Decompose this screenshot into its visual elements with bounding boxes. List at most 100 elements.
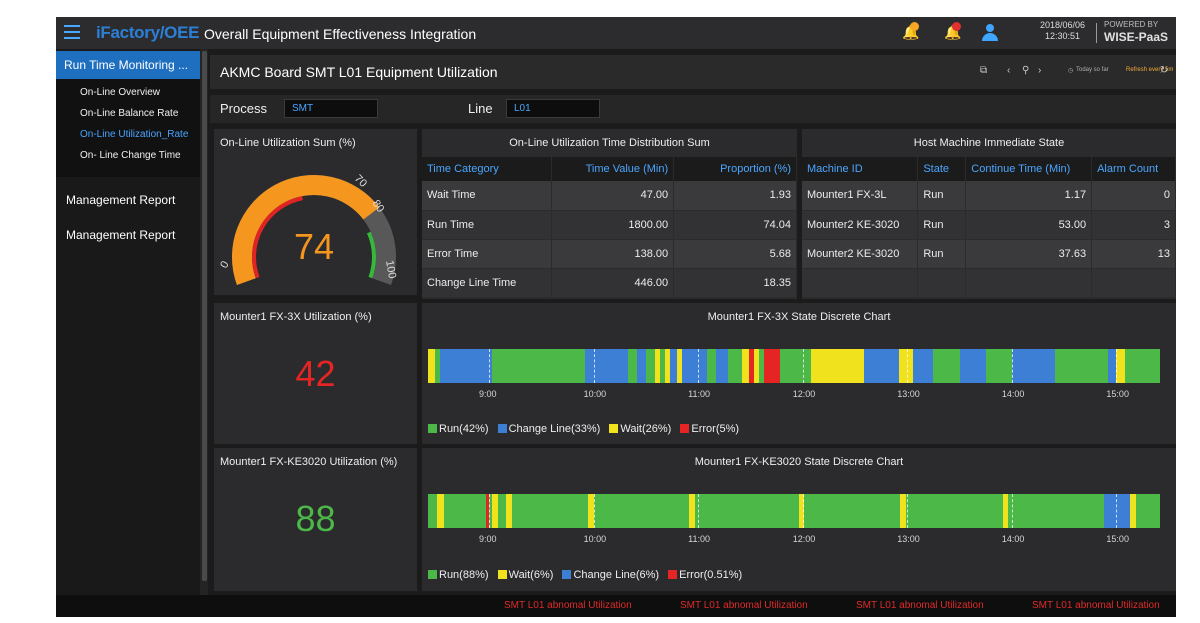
refresh-interval-label[interactable]: Refresh every 5m [1126,67,1174,73]
gridline [1116,494,1118,528]
m1-utilization-title: Mounter1 FX-3X Utilization (%) [220,311,372,323]
state-segment-wait [898,349,913,383]
table-header-cell: Time Category [422,157,553,181]
sidebar: Run Time Monitoring ... On-Line Overview… [56,49,204,595]
state-segment-wait [753,349,760,383]
alert-ticker: SMT L01 abnomal Utilization SMT L01 abno… [56,595,1176,617]
table-row: Wait Time 47.00 1.93 [422,181,797,211]
state-segment-wait [689,494,695,528]
state-segment-run [933,349,960,383]
distribution-table: Time Category Time Value (Min) Proportio… [422,157,797,298]
table-header-cell: Alarm Count [1091,157,1176,181]
table-header-row: Machine ID State Continue Time (Min) Ala… [802,157,1176,181]
gridline [802,349,804,383]
legend-swatch [497,570,507,579]
table-cell: 5.68 [673,239,797,269]
state-segment-change [440,349,493,383]
state-segment-change [715,349,728,383]
time-range-label[interactable]: Today so far [1076,67,1109,73]
m1-utilization-panel: Mounter1 FX-3X Utilization (%) 42 [214,303,417,444]
time-tick-label: 10:00 [583,534,607,544]
gridline [907,349,909,383]
process-select[interactable]: SMT [284,99,378,118]
legend-label: Change Line(6%) [573,569,660,581]
state-segment-wait [741,349,749,383]
state-segment-wait [799,494,805,528]
legend-item-error: Error(0.51%) [668,569,742,581]
legend-swatch [428,424,437,433]
state-segment-run [628,349,638,383]
m2-chart-title: Mounter1 FX-KE3020 State Discrete Chart [694,456,904,468]
state-segment-change [1011,349,1056,383]
state-segment-wait [654,349,660,383]
gridline [1011,494,1013,528]
gauge-tick-0: 0 [218,259,231,270]
chevron-left-icon[interactable]: ‹ [1007,65,1011,76]
legend-label: Change Line(33%) [508,423,601,435]
state-segment-run [511,494,589,528]
table-row: Error Time 138.00 5.68 [422,239,797,269]
table-cell: Run [917,181,967,211]
datetime: 2018/06/06 12:30:51 [1040,20,1085,42]
table-cell: Error Time [422,239,553,269]
state-segment-wait [492,494,498,528]
sidebar-group-management-report[interactable]: Management Report [66,228,176,242]
sidebar-item-online-change-time[interactable]: On- Line Change Time [80,150,181,161]
alert-message[interactable]: SMT L01 abnomal Utilization [1032,600,1160,611]
time-tick-label: 11:00 [688,389,710,399]
state-segment-wait [436,494,444,528]
gauge-red-band [252,196,303,279]
line-label: Line [468,101,493,116]
legend-swatch [609,424,619,433]
powered-by-name: WISE-PaaS [1104,30,1169,44]
time-tick-label: 13:00 [897,534,920,544]
legend-swatch [680,424,690,433]
state-segment-wait [1130,494,1136,528]
m2-utilization-title: Mounter1 FX-KE3020 Utilization (%) [220,456,398,468]
table-header-row: Time Category Time Value (Min) Proportio… [422,157,797,181]
chevron-right-icon[interactable]: › [1038,65,1042,76]
sidebar-item-online-balance-rate[interactable]: On-Line Balance Rate [80,108,179,119]
alert-message[interactable]: SMT L01 abnomal Utilization [856,600,984,611]
alert-message[interactable]: SMT L01 abnomal Utilization [680,600,808,611]
page-title: AKMC Board SMT L01 Equipment Utilization [220,64,498,80]
table-cell: Wait Time [422,181,553,211]
legend-swatch [428,570,437,579]
alert-message[interactable]: SMT L01 abnomal Utilization [504,600,632,611]
state-segment-run [593,494,690,528]
sidebar-group-management-report[interactable]: Management Report [66,193,176,207]
gridline [489,349,490,383]
alarm-bell-icon[interactable]: 🔔 [944,22,962,40]
legend-item-change-line: Change Line(33%) [497,423,601,435]
time-text: 12:30:51 [1045,31,1081,41]
sidebar-item-online-overview[interactable]: On-Line Overview [80,87,161,98]
time-tick-label: 14:00 [1001,534,1025,544]
export-icon[interactable]: ⧉ [980,65,988,76]
refresh-icon[interactable]: ↻ [1160,65,1169,76]
legend-swatch [497,424,507,433]
sidebar-section-run-time-monitoring[interactable]: Run Time Monitoring ... [56,51,204,79]
m2-utilization-value: 88 [295,498,336,539]
table-cell: 47.00 [551,181,675,211]
table-row: Mounter1 FX-3L Run 1.17 0 [802,181,1176,211]
m2-state-bar [428,494,1160,528]
table-cell [917,268,967,298]
notification-bell-icon[interactable]: 🔔 [902,22,920,40]
distribution-panel: On-Line Utilization Time Distribution Su… [422,129,797,299]
app-title: Overall Equipment Effectiveness Integrat… [204,26,477,42]
sidebar-item-online-utilization-rate[interactable]: On-Line Utilization_Rate [80,129,189,140]
legend-label: Run(88%) [439,569,489,581]
table-row: Run Time 1800.00 74.04 [422,210,797,240]
legend-swatch [668,570,678,579]
alarm-badge [952,22,961,31]
hamburger-menu-icon[interactable] [64,25,80,39]
table-cell: Run Time [422,210,553,240]
table-cell: 1.17 [965,181,1093,211]
user-icon[interactable] [982,24,998,42]
zoom-search-icon[interactable]: ⚲ [1022,65,1030,76]
state-segment-run [727,349,742,383]
state-segment-run [759,349,765,383]
sidebar-scrollbar-thumb[interactable] [202,51,207,581]
line-select[interactable]: L01 [506,99,600,118]
state-segment-run [1135,494,1160,528]
